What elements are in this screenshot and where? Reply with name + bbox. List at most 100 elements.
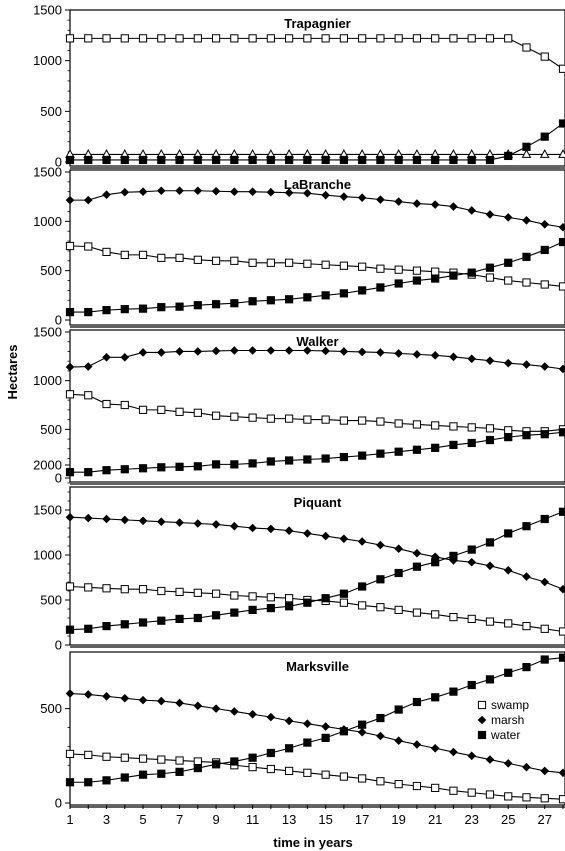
y-tick-label: 1500: [33, 503, 62, 518]
water-point: [412, 697, 422, 707]
marsh-point: [248, 523, 257, 533]
water-point: [358, 720, 367, 729]
panel-title: Piquant: [294, 495, 342, 510]
series-marsh: [65, 346, 565, 374]
water-line: [69, 511, 564, 631]
legend-marker-swamp: [477, 700, 487, 710]
swamp-point: [65, 582, 75, 591]
swamp-point: [522, 43, 531, 52]
marsh-point: [193, 519, 203, 528]
water-point: [157, 303, 166, 312]
swamp-point: [431, 267, 440, 276]
swamp-point: [157, 253, 166, 262]
swamp-point: [157, 586, 166, 596]
water-point: [522, 252, 531, 261]
marsh-point: [430, 200, 440, 209]
marsh-point: [412, 548, 422, 558]
water-point: [65, 155, 75, 165]
water-point: [175, 462, 184, 471]
water-point: [540, 132, 549, 141]
swamp-point: [120, 400, 129, 410]
x-tick-label: 17: [355, 812, 369, 827]
swamp-point: [431, 421, 440, 430]
water-point: [230, 460, 239, 469]
water-point: [540, 514, 549, 524]
marsh-point: [138, 516, 148, 526]
marsh-point: [193, 186, 203, 196]
marsh-point: [503, 759, 513, 768]
water-point: [266, 604, 275, 613]
marsh-point: [321, 531, 330, 541]
marsh-point: [321, 722, 330, 731]
swamp-point: [504, 619, 513, 628]
marsh-point: [83, 195, 93, 205]
marsh-point: [522, 216, 531, 225]
marsh-point: [175, 186, 184, 196]
y-tick-label: 1500: [33, 3, 62, 18]
swamp-point: [412, 781, 422, 791]
series-swamp: [65, 582, 565, 636]
marsh-point: [284, 188, 294, 198]
marsh-point: [120, 187, 130, 197]
water-point: [285, 295, 294, 304]
water-point: [485, 675, 495, 684]
water-point: [157, 616, 166, 625]
swamp-point: [412, 420, 422, 429]
swamp-point: [431, 610, 440, 619]
marsh-point: [211, 704, 221, 713]
marsh-point: [449, 747, 458, 757]
series-water: [65, 428, 565, 477]
marsh-point: [394, 197, 403, 206]
swamp-point: [102, 399, 111, 409]
y-tick-label: 1000: [33, 548, 62, 563]
marsh-point: [102, 514, 111, 524]
water-point: [504, 151, 513, 161]
water-line: [70, 123, 564, 161]
swamp-point: [230, 34, 239, 43]
marsh-point: [394, 349, 403, 358]
swamp-point: [449, 422, 458, 431]
swamp-point: [266, 593, 275, 602]
swamp-point: [248, 258, 257, 267]
swamp-point: [65, 34, 75, 43]
swamp-point: [138, 405, 148, 414]
swamp-point: [358, 34, 367, 43]
panel-marksville: 0 500 Marksville: [40, 651, 565, 811]
swamp-point: [485, 617, 495, 626]
swamp-point: [175, 407, 184, 416]
water-point: [358, 286, 367, 295]
x-axis-title: time in years: [273, 835, 353, 850]
swamp-point: [285, 414, 294, 423]
marsh-point: [339, 534, 349, 544]
water-point: [558, 428, 565, 437]
x-tick-label: 23: [464, 812, 478, 827]
swamp-point: [248, 34, 257, 43]
water-point: [540, 430, 549, 439]
marsh-point: [467, 751, 477, 761]
swamp-point: [285, 594, 294, 603]
marsh-point: [321, 346, 330, 356]
swamp-point: [230, 256, 239, 265]
marsh-point: [503, 358, 513, 368]
swamp-point: [84, 34, 93, 43]
marsh-point: [284, 716, 294, 726]
swamp-point: [321, 34, 330, 43]
water-point: [138, 304, 148, 313]
marsh-point: [65, 689, 75, 698]
water-point: [467, 155, 476, 165]
water-point: [102, 466, 111, 475]
marsh-point: [558, 364, 565, 374]
marsh-point: [539, 149, 550, 158]
water-point: [485, 263, 495, 272]
marsh-point: [339, 347, 349, 356]
water-point: [65, 468, 75, 477]
marsh-point: [65, 512, 75, 522]
marsh-point: [156, 186, 166, 196]
water-point: [138, 464, 148, 473]
water-point: [285, 155, 294, 165]
swamp-point: [522, 793, 531, 802]
swamp-point: [102, 584, 111, 593]
swamp-point: [522, 278, 531, 287]
swamp-point: [303, 34, 312, 43]
marsh-point: [230, 187, 239, 197]
